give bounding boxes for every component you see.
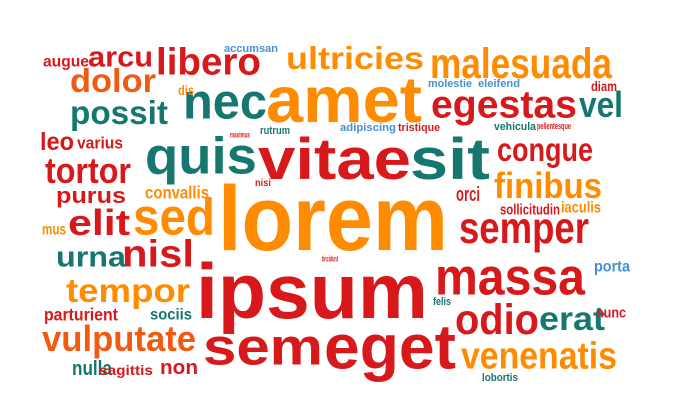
word-malesuada: malesuada	[430, 41, 612, 88]
word-nisi: nisi	[255, 178, 271, 189]
word-vel: vel	[579, 85, 623, 125]
word-mus: mus	[42, 220, 66, 238]
word-augue: augue	[43, 54, 89, 71]
word-leo: leo	[40, 128, 74, 156]
word-sagittis: sagittis	[99, 364, 153, 379]
word-sem: sem	[203, 317, 323, 375]
word-purus: purus	[56, 183, 126, 208]
word-tempor: tempor	[66, 272, 190, 309]
word-molestie: molestie	[428, 78, 472, 90]
word-orci: orci	[456, 183, 480, 206]
word-tincidunt: tincidunt	[322, 255, 338, 264]
word-eleifend: eleifend	[478, 78, 520, 90]
word-lobortis: lobortis	[482, 371, 518, 384]
word-dis: dis	[178, 83, 194, 98]
word-adipiscing: adipiscing	[340, 122, 396, 134]
word-porta: porta	[594, 258, 631, 276]
word-urna: urna	[56, 240, 127, 273]
word-tortor: tortor	[45, 151, 131, 191]
word-dolor: dolor	[70, 62, 156, 100]
word-vehicula: vehicula	[494, 121, 537, 133]
word-nunc: nunc	[596, 305, 626, 321]
word-rutrum: rutrum	[260, 125, 290, 137]
word-venenatis: venenatis	[461, 334, 617, 377]
word-elit: elit	[68, 203, 130, 243]
word-varius: varius	[77, 134, 123, 153]
word-erat: erat	[539, 300, 605, 338]
word-diam: diam	[591, 79, 617, 94]
word-sollicitudin: sollicitudin	[500, 201, 560, 218]
word-lorem: lorem	[218, 167, 448, 270]
word-ultricies: ultricies	[286, 41, 424, 76]
word-amet: amet	[266, 63, 422, 136]
word-convallis: convallis	[145, 183, 209, 203]
word-sociis: sociis	[150, 306, 192, 323]
word-accumsan: accumsan	[224, 43, 278, 55]
word-tristique: tristique	[398, 122, 440, 134]
word-sit: sit	[410, 127, 490, 192]
word-massa: massa	[435, 248, 586, 306]
word-egestas: egestas	[431, 84, 577, 127]
word-ipsum: ipsum	[196, 247, 428, 335]
word-odio: odio	[455, 296, 539, 344]
word-non: non	[160, 356, 198, 379]
word-vitae: vitae	[258, 127, 411, 192]
word-congue: congue	[497, 131, 593, 168]
word-nisl: nisl	[122, 233, 194, 275]
word-nulla: nulla	[72, 357, 113, 380]
word-felis: felis	[433, 296, 451, 308]
word-libero: libero	[156, 41, 261, 84]
word-semper: semper	[459, 202, 589, 252]
word-eget: eget	[324, 313, 456, 382]
word-nec: nec	[183, 73, 267, 130]
word-finibus: finibus	[494, 167, 602, 207]
word-vulputate: vulputate	[42, 319, 196, 359]
word-quis: quis	[145, 128, 257, 185]
word-iaculis: iaculis	[561, 199, 601, 216]
word-sed: sed	[133, 188, 215, 246]
word-maximus: maximus	[230, 131, 250, 140]
word-parturient: parturient	[44, 305, 118, 325]
word-arcu: arcu	[88, 41, 153, 73]
word-possit: possit	[70, 95, 168, 132]
word-pellentesque: pellentesque	[537, 121, 571, 132]
